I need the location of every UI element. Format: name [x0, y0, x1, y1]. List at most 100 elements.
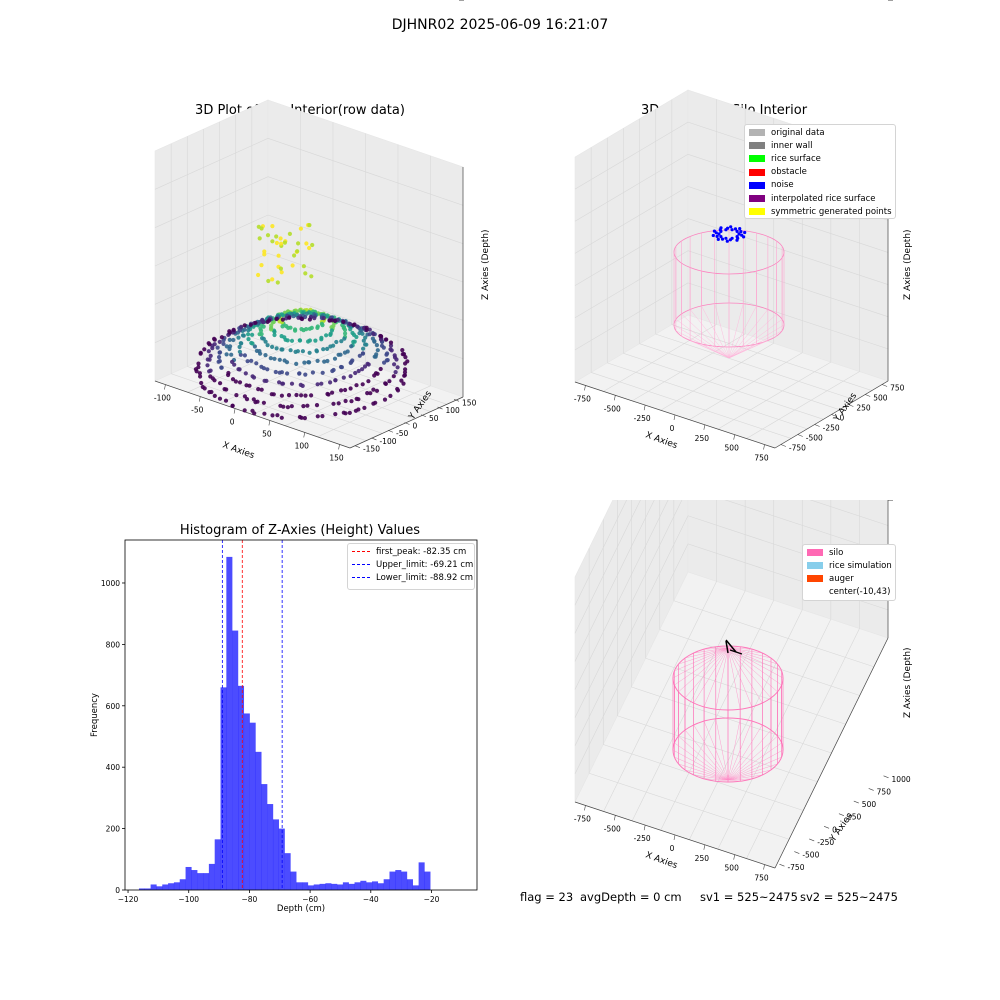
gridline: [154, 214, 269, 267]
data-point: [388, 393, 393, 398]
auger-arm: [725, 640, 729, 654]
data-point: [199, 380, 204, 386]
data-point: [320, 323, 325, 328]
data-point: [400, 348, 405, 353]
y-tick-label: 100: [446, 406, 461, 415]
data-point: [326, 392, 331, 397]
y-tick: [831, 414, 837, 417]
data-point: [274, 316, 279, 321]
panel1-ticks: -100-50050100150150100500-50-100-150-20-…: [154, 0, 484, 462]
data-point: [354, 383, 359, 388]
data-point: [328, 380, 333, 385]
histogram-bar: [156, 886, 163, 890]
data-point: [375, 348, 380, 353]
panel3-vlines: [221, 540, 283, 890]
data-point: [359, 328, 364, 333]
data-point: [249, 340, 254, 346]
z-tick-label: -20: [467, 0, 479, 2]
data-point: [246, 337, 251, 342]
noise-point: [719, 226, 723, 230]
gridline: [187, 366, 383, 434]
data-point: [357, 353, 362, 358]
legend-label: symmetric generated points: [771, 206, 892, 217]
silo-cone-wire: [727, 718, 741, 781]
data-point: [330, 368, 335, 374]
silo-cone-wire: [728, 305, 757, 359]
gridline: [574, 250, 689, 318]
data-point: [384, 337, 389, 342]
x-tick: [584, 805, 586, 811]
data-point: [364, 342, 369, 347]
data-point: [343, 398, 348, 404]
legend-entry: center(-10,43): [803, 586, 895, 599]
data-point: [339, 365, 344, 370]
data-point: [394, 357, 399, 362]
legend-swatch: [749, 142, 765, 150]
data-point: [378, 334, 383, 339]
silo-cone-wire: [715, 779, 729, 782]
x-tick-label: 500: [725, 864, 740, 873]
data-point: [313, 338, 318, 343]
x-tick: [614, 815, 616, 821]
legend-label: rice surface: [771, 153, 821, 164]
histogram-bar: [243, 713, 250, 890]
silo-cone-wire: [701, 305, 730, 359]
legend-swatch: [749, 168, 765, 176]
legend-swatch: [749, 181, 765, 189]
noise-point: [719, 235, 723, 239]
data-point: [245, 359, 250, 364]
data-point: [224, 344, 229, 349]
data-point: [339, 388, 344, 393]
data-point: [402, 373, 407, 378]
silo-roof-wire: [727, 647, 782, 686]
data-point: [315, 382, 320, 387]
gridline: [317, 385, 431, 438]
histogram-bar: [261, 784, 268, 890]
data-point: [382, 360, 387, 365]
z-tick-label: -750: [896, 0, 913, 2]
data-point: [325, 314, 330, 319]
gridline: [724, 500, 889, 554]
noise-point: [735, 238, 739, 242]
noise-point: [717, 232, 721, 236]
data-point: [206, 349, 211, 354]
noise-point: [730, 228, 734, 232]
gridline: [154, 291, 269, 343]
data-point: [383, 381, 388, 386]
y-tick: [809, 838, 815, 842]
data-point: [212, 342, 217, 347]
silo-cone-wire: [674, 742, 729, 781]
data-point: [303, 314, 308, 320]
data-point: [280, 381, 286, 386]
data-point: [208, 353, 213, 358]
gridline: [574, 500, 641, 634]
data-point: [277, 370, 282, 375]
data-point: [231, 337, 236, 343]
data-point: [367, 327, 372, 332]
legend-entry: first_peak: -82.35 cm: [348, 545, 474, 558]
noise-point: [728, 238, 732, 242]
y-tick-label: 600: [106, 702, 121, 711]
data-point: [300, 349, 305, 354]
panel1-xlabel: X Axies: [221, 440, 256, 461]
y-tick-label: -250: [817, 838, 834, 847]
gridline: [631, 686, 832, 754]
silo-cone-wire: [727, 721, 753, 781]
z-tick-label: -1750: [896, 500, 918, 502]
silo-roof-wire: [727, 647, 778, 693]
x-tick-label: -750: [574, 394, 591, 403]
data-point: [314, 348, 319, 353]
data-point: [294, 392, 299, 398]
data-point: [348, 386, 353, 391]
histogram-bar: [220, 687, 227, 890]
data-point: [304, 241, 309, 246]
histogram-bar: [412, 885, 419, 890]
noise-point: [738, 227, 742, 231]
gridline: [746, 371, 860, 439]
gridline: [717, 361, 832, 430]
y-tick-label: -50: [396, 429, 408, 438]
histogram-bar: [138, 888, 145, 890]
silo-cone-wire: [674, 756, 729, 781]
y-tick-label: -150: [363, 445, 380, 454]
histogram-bar: [313, 884, 320, 890]
